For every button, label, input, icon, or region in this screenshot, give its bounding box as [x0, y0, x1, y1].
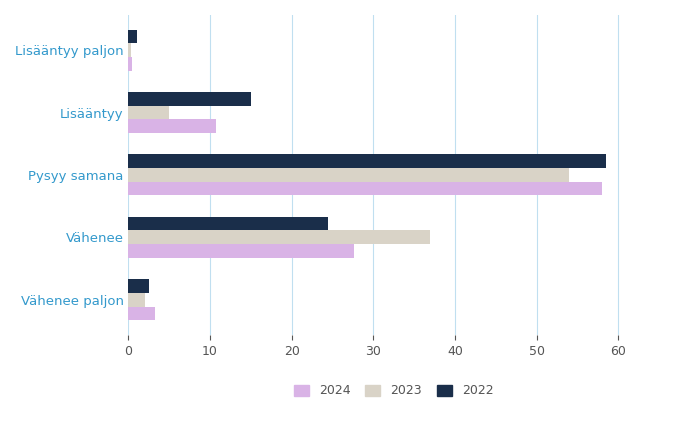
- Bar: [129, 182, 602, 195]
- Bar: [129, 168, 570, 182]
- Bar: [129, 230, 431, 244]
- Bar: [129, 279, 149, 293]
- Bar: [129, 154, 606, 168]
- Bar: [129, 106, 169, 119]
- Bar: [129, 57, 131, 71]
- Bar: [129, 119, 216, 133]
- Bar: [129, 92, 251, 106]
- Bar: [129, 307, 156, 320]
- Bar: [129, 30, 137, 43]
- Bar: [129, 293, 145, 307]
- Bar: [129, 217, 328, 230]
- Bar: [129, 244, 354, 258]
- Bar: [129, 43, 131, 57]
- Legend: 2024, 2023, 2022: 2024, 2023, 2022: [288, 379, 499, 402]
